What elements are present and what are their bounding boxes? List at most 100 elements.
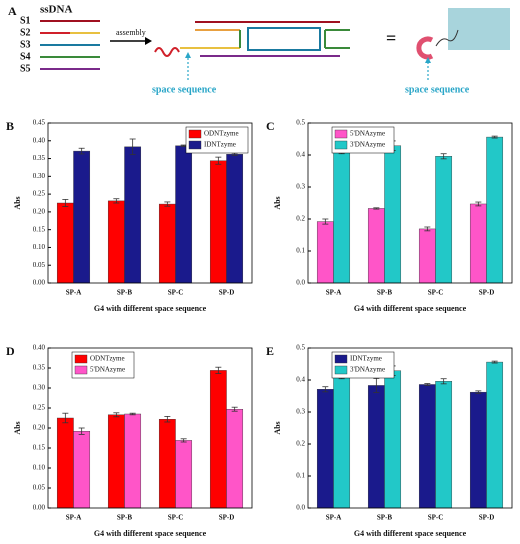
error-bar	[475, 201, 482, 207]
x-tick-label: SP-A	[326, 289, 342, 297]
bar	[209, 160, 227, 284]
legend-swatch	[334, 365, 348, 375]
y-tick-label: 0.5	[296, 119, 305, 127]
legend-swatch	[74, 354, 88, 364]
strand-label: S4	[20, 51, 31, 62]
y-tick-label: 0.4	[296, 151, 305, 159]
y-tick-label: 0.20	[33, 207, 46, 215]
bar	[316, 389, 334, 509]
bar	[367, 385, 385, 509]
y-axis-label: Abs	[13, 421, 22, 434]
y-tick-label: 0.3	[296, 408, 305, 416]
x-tick-label: SP-C	[168, 289, 184, 297]
error-bar	[440, 378, 447, 385]
bar	[226, 409, 244, 509]
y-tick-label: 0.0	[296, 504, 305, 512]
bar	[107, 414, 125, 509]
bar	[158, 203, 176, 284]
bar	[107, 200, 125, 284]
bar	[469, 391, 487, 509]
error-bar	[424, 226, 431, 232]
x-tick-label: SP-B	[117, 514, 133, 522]
legend-swatch	[334, 354, 348, 364]
y-axis-label: Abs	[273, 196, 282, 209]
note: space sequence	[152, 84, 217, 95]
legend-label: IDNTzyme	[204, 141, 236, 149]
bar	[418, 384, 436, 509]
x-tick-label: SP-B	[377, 289, 393, 297]
step-label: assembly	[116, 28, 146, 37]
error-bar	[322, 386, 329, 393]
panel-label: D	[6, 344, 15, 358]
legend-label: 3'DNAzyme	[350, 366, 385, 374]
x-tick-label: SP-B	[117, 289, 133, 297]
panel-label: B	[6, 119, 14, 133]
y-axis-label: Abs	[273, 421, 282, 434]
strand-label: S3	[20, 39, 31, 50]
bar	[435, 381, 453, 509]
y-tick-label: 0.45	[33, 119, 46, 127]
legend-label: ODNTzyme	[204, 130, 239, 138]
x-tick-label: SP-D	[479, 289, 495, 297]
error-bar	[164, 415, 171, 423]
plot-frame	[47, 122, 253, 284]
bar	[56, 202, 74, 284]
bar	[175, 145, 193, 284]
bar	[73, 431, 91, 509]
pointer-head	[185, 52, 191, 58]
strand	[247, 27, 321, 51]
y-tick-label: 0.05	[33, 484, 46, 492]
error-bar	[78, 147, 85, 155]
error-bar	[164, 201, 171, 207]
assembly	[180, 21, 350, 57]
y-tick-label: 0.0	[296, 279, 305, 287]
error-bar	[113, 198, 120, 204]
heading: ssDNA	[40, 4, 72, 16]
y-tick-label: 0.10	[33, 464, 46, 472]
strand-label: S1	[20, 15, 31, 26]
plot-frame	[47, 347, 253, 509]
y-tick-label: 0.4	[296, 376, 305, 384]
y-tick-label: 0.1	[296, 247, 305, 255]
y-tick-label: 0.00	[33, 504, 46, 512]
bar	[418, 228, 436, 284]
x-axis-label: G4 with different space sequence	[354, 529, 467, 538]
y-tick-label: 0.5	[296, 344, 305, 352]
legend-swatch	[188, 140, 202, 150]
error-bar	[129, 412, 136, 416]
error-bar	[440, 153, 447, 160]
image	[448, 8, 510, 50]
error-bar	[322, 218, 329, 225]
y-tick-label: 0.2	[296, 215, 305, 223]
y-tick-label: 0.20	[33, 424, 46, 432]
strands	[40, 20, 100, 70]
pointer-head	[425, 57, 431, 63]
y-tick-label: 0.30	[33, 384, 46, 392]
y-tick-label: 0.15	[33, 444, 46, 452]
x-tick-label: SP-A	[66, 289, 82, 297]
panel-label: E	[266, 344, 274, 358]
error-bar	[62, 412, 69, 424]
y-tick-label: 0.35	[33, 154, 46, 162]
x-tick-label: SP-D	[479, 514, 495, 522]
bar	[384, 145, 402, 284]
legend-label: 3'DNAzyme	[350, 141, 385, 149]
bar	[469, 203, 487, 284]
y-tick-label: 0.25	[33, 190, 46, 198]
x-tick-label: SP-C	[428, 289, 444, 297]
bar	[435, 156, 453, 284]
bar	[209, 370, 227, 509]
error-bar	[129, 138, 136, 156]
bar	[333, 151, 351, 284]
error-bar	[475, 390, 482, 394]
x-tick-label: SP-B	[377, 514, 393, 522]
error-bar	[231, 406, 238, 412]
bar	[384, 370, 402, 509]
error-bar	[113, 412, 120, 418]
y-tick-label: 0.35	[33, 364, 46, 372]
legend-swatch	[188, 129, 202, 139]
plot-frame	[307, 347, 513, 509]
x-tick-label: SP-D	[219, 289, 235, 297]
legend-swatch	[334, 140, 348, 150]
y-axis-label: Abs	[13, 196, 22, 209]
